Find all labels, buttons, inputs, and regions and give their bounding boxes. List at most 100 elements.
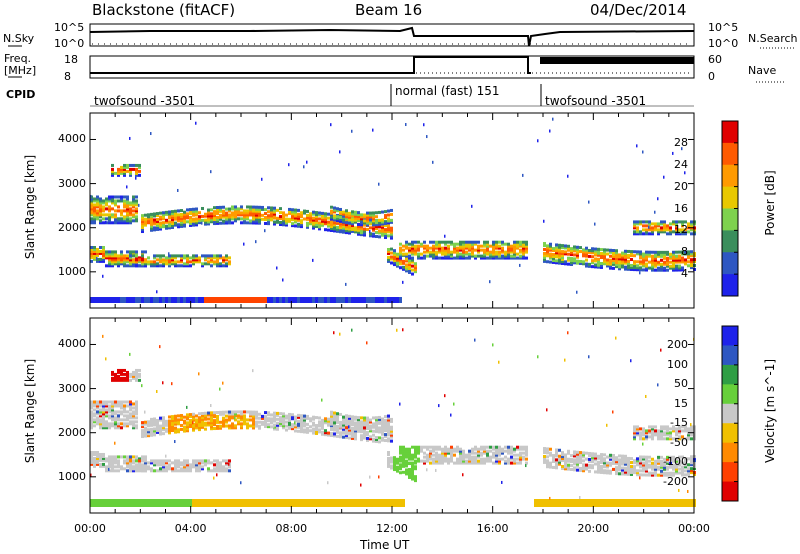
echo-cell <box>246 410 249 414</box>
echo-cell <box>627 261 630 265</box>
echo-cell <box>549 254 552 258</box>
echo-cell <box>144 428 147 432</box>
ground-scatter-cell <box>348 297 351 303</box>
ground-scatter-cell <box>318 499 321 507</box>
echo-cell <box>597 261 600 265</box>
echo-cell <box>567 457 570 461</box>
noise-cell <box>321 398 323 402</box>
echo-cell <box>198 418 201 422</box>
echo-cell <box>177 213 180 217</box>
echo-cell <box>636 250 639 254</box>
echo-cell <box>117 374 120 378</box>
echo-cell <box>180 256 183 260</box>
echo-cell <box>654 250 657 254</box>
echo-cell <box>192 424 195 428</box>
echo-cell <box>399 463 402 467</box>
xtick-label: 16:00 <box>476 522 509 535</box>
echo-cell <box>441 455 444 459</box>
echo-cell <box>174 414 177 418</box>
echo-cell <box>411 246 414 250</box>
echo-cell <box>132 199 135 203</box>
echo-cell <box>429 449 432 453</box>
echo-cell <box>639 457 642 461</box>
echo-cell <box>189 223 192 227</box>
echo-cell <box>156 262 159 266</box>
echo-cell <box>111 412 114 416</box>
noise-cell <box>648 225 650 229</box>
echo-cell <box>612 252 615 256</box>
echo-cell <box>411 256 414 260</box>
echo-cell <box>387 456 390 460</box>
echo-cell <box>450 242 453 246</box>
echo-cell <box>369 418 372 422</box>
echo-cell <box>381 231 384 235</box>
ground-scatter-cell <box>165 297 168 303</box>
echo-cell <box>408 270 411 274</box>
ground-scatter-cell <box>666 499 669 507</box>
echo-cell <box>207 220 210 224</box>
echo-cell <box>564 246 567 250</box>
echo-cell <box>408 453 411 457</box>
echo-cell <box>396 262 399 266</box>
echo-cell <box>210 208 213 212</box>
ground-scatter-cell <box>297 297 300 303</box>
echo-cell <box>210 216 213 220</box>
echo-cell <box>282 418 285 422</box>
echo-cell <box>636 431 639 435</box>
echo-cell <box>690 433 693 437</box>
echo-cell <box>582 467 585 471</box>
echo-cell <box>420 449 423 453</box>
echo-cell <box>555 261 558 265</box>
echo-cell <box>624 462 627 466</box>
echo-cell <box>282 211 285 215</box>
echo-cell <box>189 467 192 471</box>
echo-cell <box>123 254 126 258</box>
echo-cell <box>666 250 669 254</box>
ground-scatter-cell <box>387 499 390 507</box>
echo-cell <box>207 459 210 463</box>
echo-cell <box>360 233 363 237</box>
echo-cell <box>576 261 579 265</box>
echo-cell <box>93 211 96 215</box>
echo-cell <box>171 423 174 427</box>
echo-cell <box>624 249 627 253</box>
noise-cell <box>681 147 683 151</box>
echo-cell <box>282 412 285 416</box>
echo-cell <box>156 423 159 427</box>
echo-cell <box>393 263 396 267</box>
echo-cell <box>183 459 186 463</box>
echo-cell <box>462 455 465 459</box>
echo-cell <box>354 230 357 234</box>
echo-cell <box>279 215 282 219</box>
echo-cell <box>270 419 273 423</box>
ground-scatter-cell <box>579 499 582 507</box>
echo-cell <box>516 445 519 449</box>
echo-cell <box>168 222 171 226</box>
echo-cell <box>129 217 132 221</box>
echo-cell <box>297 415 300 419</box>
echo-cell <box>129 211 132 215</box>
echo-cell <box>210 469 213 473</box>
echo-cell <box>546 459 549 463</box>
echo-cell <box>204 423 207 427</box>
echo-cell <box>192 207 195 211</box>
echo-cell <box>183 262 186 266</box>
echo-cell <box>654 459 657 463</box>
echo-cell <box>129 221 132 225</box>
echo-cell <box>390 261 393 265</box>
ground-scatter-cell <box>111 297 114 303</box>
echo-cell <box>201 459 204 463</box>
echo-cell <box>267 216 270 220</box>
echo-cell <box>174 213 177 217</box>
echo-cell <box>219 420 222 424</box>
echo-cell <box>102 251 105 255</box>
echo-cell <box>564 459 567 463</box>
echo-cell <box>138 372 141 376</box>
echo-cell <box>348 213 351 217</box>
echo-cell <box>654 431 657 435</box>
echo-cell <box>690 471 693 475</box>
ground-scatter-cell <box>390 297 393 303</box>
echo-cell <box>495 256 498 260</box>
echo-cell <box>96 458 99 462</box>
ground-scatter-cell <box>294 297 297 303</box>
